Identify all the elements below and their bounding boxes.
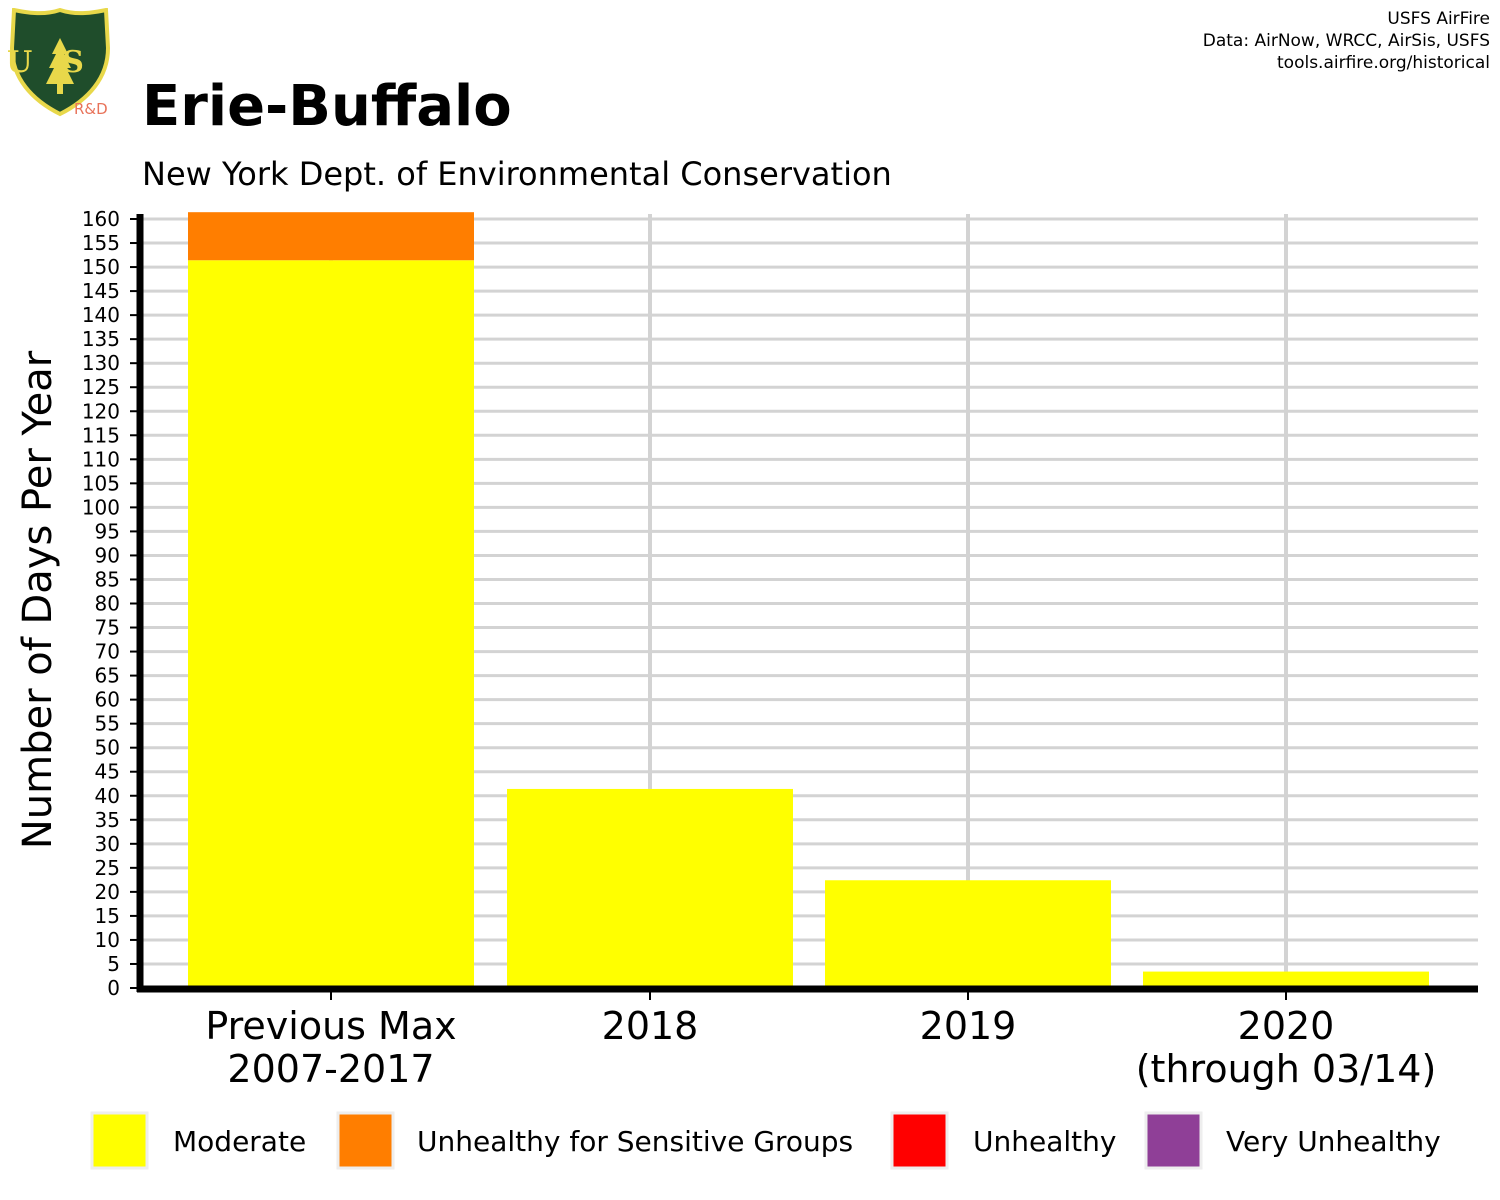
y-tick-label: 15 <box>95 904 120 928</box>
y-tick-label: 155 <box>82 231 120 255</box>
legend-swatch <box>336 1111 395 1170</box>
x-tick-label: Previous Max <box>205 1004 456 1048</box>
y-tick-label: 130 <box>82 351 120 375</box>
y-tick-labels: 0510152025303540455055606570758085909510… <box>82 207 142 1000</box>
y-tick-label: 145 <box>82 279 120 303</box>
y-tick-label: 40 <box>95 784 120 808</box>
y-tick-label: 100 <box>82 495 120 519</box>
logo-letters: US <box>8 45 112 80</box>
y-tick-label: 25 <box>95 856 120 880</box>
bar-segment <box>507 788 793 986</box>
y-tick-label: 65 <box>95 664 120 688</box>
y-tick-label: 55 <box>95 712 120 736</box>
y-tick-label: 85 <box>95 567 120 591</box>
page-subtitle: New York Dept. of Environmental Conserva… <box>142 155 892 193</box>
y-tick-label: 150 <box>82 255 120 279</box>
y-tick-label: 80 <box>95 592 120 616</box>
x-tick-label: 2007-2017 <box>227 1047 434 1091</box>
bar-segment <box>188 260 474 987</box>
y-tick-label: 110 <box>82 447 120 471</box>
y-tick-label: 75 <box>95 616 120 640</box>
logo-tag: R&D <box>74 100 108 118</box>
credits: USFS AirFire Data: AirNow, WRCC, AirSis,… <box>1203 8 1490 74</box>
credit-line: USFS AirFire <box>1387 9 1490 29</box>
y-tick-label: 20 <box>95 880 120 904</box>
y-tick-label: 45 <box>95 760 120 784</box>
legend: Moderate Unhealthy for Sensitive Groups Un… <box>90 1111 1441 1170</box>
credit-line: Data: AirNow, WRCC, AirSis, USFS <box>1202 31 1490 51</box>
y-tick-label: 0 <box>107 976 120 1000</box>
credit-line: tools.airfire.org/historical <box>1277 53 1490 73</box>
y-tick-label: 115 <box>82 423 120 447</box>
legend-swatch <box>1144 1111 1203 1170</box>
legend-label: Unhealthy <box>973 1125 1116 1158</box>
x-tick-label: 2020 <box>1238 1004 1335 1048</box>
y-tick-label: 105 <box>82 471 120 495</box>
y-tick-label: 5 <box>107 952 120 976</box>
y-tick-label: 60 <box>95 688 120 712</box>
tree-icon <box>46 38 74 94</box>
page-title: Erie-Buffalo <box>142 74 512 139</box>
x-tick-label: 2018 <box>602 1004 699 1048</box>
y-tick-label: 10 <box>95 928 120 952</box>
forest-service-logo: US R&D <box>6 7 112 118</box>
x-tick-label: 2019 <box>920 1004 1017 1048</box>
y-tick-label: 70 <box>95 640 120 664</box>
legend-swatch <box>90 1111 149 1170</box>
y-tick-label: 125 <box>82 375 120 399</box>
y-tick-label: 35 <box>95 808 120 832</box>
y-axis-label: Number of Days Per Year <box>15 350 61 849</box>
bars <box>188 212 1429 987</box>
y-tick-label: 120 <box>82 399 120 423</box>
bar-segment <box>188 212 474 261</box>
legend-label: Unhealthy for Sensitive Groups <box>417 1125 853 1158</box>
y-tick-label: 30 <box>95 832 120 856</box>
y-tick-label: 50 <box>95 736 120 760</box>
bar-segment <box>825 880 1111 986</box>
legend-swatch <box>890 1111 949 1170</box>
y-tick-label: 135 <box>82 327 120 351</box>
y-tick-label: 90 <box>95 543 120 567</box>
x-tick-label: (through 03/14) <box>1136 1047 1437 1091</box>
legend-label: Very Unhealthy <box>1226 1125 1441 1158</box>
bar-segment <box>1143 971 1429 986</box>
y-tick-label: 140 <box>82 303 120 327</box>
y-tick-label: 160 <box>82 207 120 231</box>
y-tick-label: 95 <box>95 519 120 543</box>
legend-label: Moderate <box>173 1125 306 1158</box>
